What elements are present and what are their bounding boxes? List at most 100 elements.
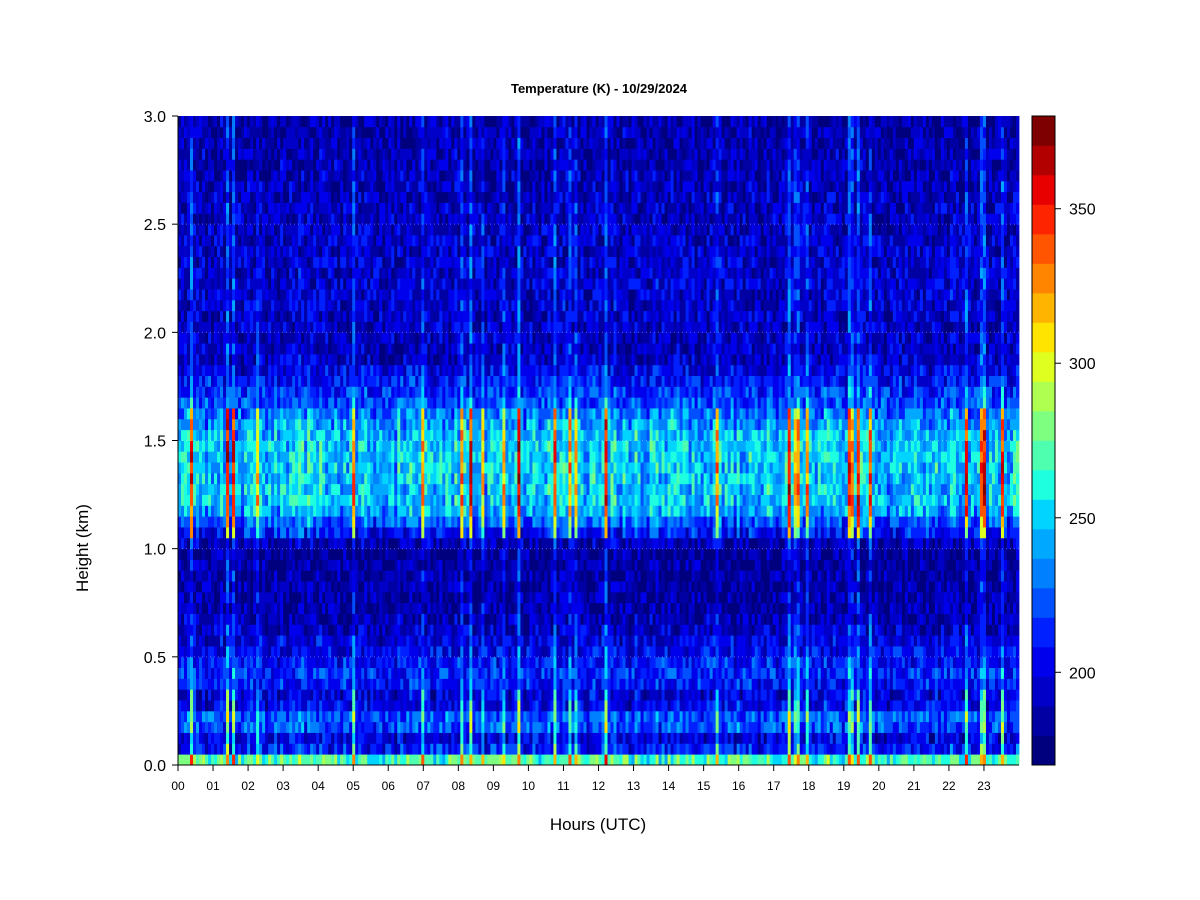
heat-cell bbox=[241, 353, 245, 366]
heat-cell bbox=[400, 451, 404, 463]
heat-cell bbox=[334, 397, 338, 409]
heat-cell bbox=[310, 224, 314, 236]
heat-cell bbox=[373, 483, 377, 495]
heat-cell bbox=[367, 667, 371, 679]
heat-cell bbox=[388, 559, 392, 571]
heat-cell bbox=[184, 559, 188, 571]
heat-cell bbox=[214, 429, 218, 441]
heat-cell bbox=[397, 332, 401, 344]
heat-cell bbox=[262, 256, 266, 268]
heat-cell bbox=[379, 689, 383, 701]
heat-cell bbox=[421, 646, 425, 658]
heat-cell bbox=[355, 224, 359, 236]
heat-cell bbox=[379, 256, 383, 268]
heat-cell bbox=[415, 440, 419, 452]
heat-cell bbox=[292, 451, 296, 463]
heat-cell bbox=[346, 386, 350, 398]
heat-cell bbox=[415, 278, 419, 290]
heat-cell bbox=[409, 440, 413, 452]
heat-cell bbox=[229, 440, 233, 452]
heat-cell bbox=[283, 213, 287, 225]
heat-cell bbox=[253, 245, 257, 258]
heat-cell bbox=[349, 148, 353, 160]
heat-cell bbox=[349, 332, 353, 344]
heat-cell bbox=[361, 624, 365, 636]
heat-cell bbox=[274, 624, 278, 636]
heat-cell bbox=[211, 743, 215, 755]
heat-cell bbox=[376, 656, 380, 669]
heat-cell bbox=[355, 353, 359, 366]
heat-cell bbox=[211, 505, 215, 517]
heat-cell bbox=[271, 516, 275, 528]
heat-cell bbox=[283, 234, 287, 247]
heat-cell bbox=[178, 689, 182, 701]
heat-cell bbox=[382, 343, 386, 355]
heat-cell bbox=[247, 602, 251, 614]
heat-cell bbox=[208, 754, 212, 766]
heat-cell bbox=[418, 602, 422, 614]
heat-cell bbox=[235, 483, 239, 495]
heat-cell bbox=[268, 397, 272, 409]
heat-cell bbox=[373, 126, 377, 139]
heat-cell bbox=[382, 429, 386, 441]
heat-cell bbox=[292, 613, 296, 625]
heat-cell bbox=[379, 472, 383, 485]
heat-cell bbox=[367, 234, 371, 247]
heat-cell bbox=[250, 267, 254, 279]
heat-cell bbox=[211, 224, 215, 236]
heat-cell bbox=[265, 256, 269, 268]
heat-cell bbox=[358, 570, 362, 582]
heat-cell bbox=[301, 570, 305, 582]
heat-cell bbox=[292, 116, 296, 128]
heat-cell bbox=[328, 656, 332, 669]
heat-cell bbox=[256, 624, 260, 636]
heat-cell bbox=[346, 278, 350, 290]
heat-cell bbox=[250, 256, 254, 268]
heat-cell bbox=[217, 483, 221, 495]
heat-cell bbox=[181, 224, 185, 236]
heat-cell bbox=[226, 116, 230, 128]
heat-cell bbox=[277, 710, 281, 723]
heat-cell bbox=[310, 591, 314, 604]
heat-cell bbox=[292, 397, 296, 409]
heat-cell bbox=[229, 256, 233, 268]
heat-cell bbox=[217, 397, 221, 409]
heat-cell bbox=[262, 635, 266, 647]
heat-cell bbox=[364, 299, 368, 312]
heat-cell bbox=[289, 635, 293, 647]
heat-cell bbox=[238, 462, 242, 474]
heat-cell bbox=[235, 602, 239, 614]
heat-cell bbox=[316, 710, 320, 723]
heat-cell bbox=[325, 548, 329, 560]
heat-cell bbox=[190, 429, 194, 441]
heat-cell bbox=[244, 624, 248, 636]
heat-cell bbox=[220, 418, 224, 431]
heat-cell bbox=[409, 527, 413, 539]
heat-cell bbox=[397, 159, 401, 171]
heat-cell bbox=[409, 646, 413, 658]
heat-cell bbox=[190, 180, 194, 193]
heat-cell bbox=[181, 700, 185, 712]
heat-cell bbox=[268, 472, 272, 485]
heat-cell bbox=[244, 678, 248, 690]
heat-cell bbox=[331, 224, 335, 236]
heat-cell bbox=[280, 180, 284, 193]
heat-cell bbox=[253, 754, 257, 766]
heat-cell bbox=[412, 602, 416, 614]
heat-cell bbox=[199, 483, 203, 495]
heat-cell bbox=[265, 548, 269, 560]
heat-cell bbox=[277, 267, 281, 279]
heat-cell bbox=[406, 462, 410, 474]
heat-cell bbox=[190, 537, 194, 550]
heat-cell bbox=[394, 116, 398, 128]
heat-cell bbox=[274, 234, 278, 247]
heat-cell bbox=[220, 256, 224, 268]
heat-cell bbox=[220, 732, 224, 744]
heat-cell bbox=[355, 602, 359, 614]
heat-cell bbox=[283, 656, 287, 669]
heat-cell bbox=[229, 516, 233, 528]
heat-cell bbox=[187, 332, 191, 344]
heat-column bbox=[304, 116, 308, 766]
heat-cell bbox=[385, 440, 389, 452]
heat-cell bbox=[352, 527, 356, 539]
